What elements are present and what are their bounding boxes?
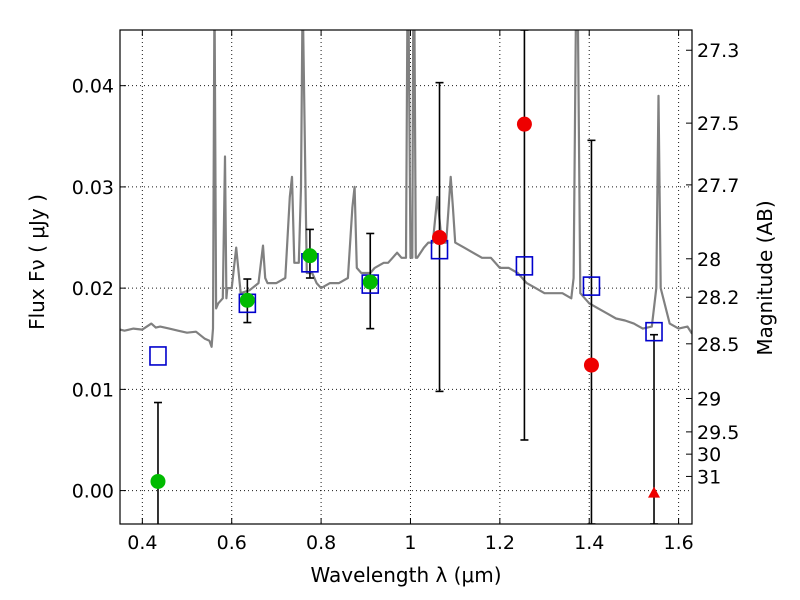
model-photometry-point (515, 256, 534, 276)
right-tick-label: 28 (697, 249, 721, 271)
model-photometry-point (582, 276, 601, 296)
right-tick-label: 31 (697, 466, 721, 488)
y-tick-label: 0.00 (72, 481, 114, 503)
y-axis-label: Flux Fν ( μJy ) (25, 194, 49, 330)
model-photometry-point (645, 321, 663, 342)
detection-point (362, 274, 378, 290)
right-axis-label: Magnitude (AB) (753, 200, 777, 355)
model-spectrum-line (120, 30, 692, 348)
plot-area (120, 30, 692, 524)
y-tick-label: 0.02 (72, 278, 114, 300)
x-tick-label: 1 (404, 532, 416, 554)
detection-point (239, 292, 255, 308)
x-tick-label: 1.6 (663, 532, 693, 554)
non-detection-point (432, 230, 448, 246)
plot-frame (119, 29, 693, 525)
right-tick-label: 29 (697, 388, 721, 410)
y-tick-label: 0.04 (72, 76, 114, 98)
x-axis-label: Wavelength λ (μm) (310, 563, 501, 587)
grid-lines (120, 30, 692, 524)
upper-limit-marker (648, 486, 661, 498)
axis-ticks: 0.4 0.6 0.8 1 1.2 1.4 1.6 0.00 0.01 0.02 0.03 0.04 2… (72, 30, 739, 554)
right-tick-label: 27.3 (697, 40, 739, 62)
y-tick-label: 0.01 (72, 379, 114, 401)
x-tick-label: 1.2 (485, 532, 515, 554)
x-tick-label: 0.4 (127, 532, 157, 554)
non-detection-point (583, 357, 599, 373)
x-tick-label: 0.6 (217, 532, 247, 554)
detection-point (302, 248, 318, 264)
right-tick-label: 28.5 (697, 334, 739, 356)
right-tick-label: 30 (697, 444, 721, 466)
model-photometry-point (149, 346, 167, 366)
right-tick-label: 28.2 (697, 287, 739, 309)
non-detection-point (516, 116, 532, 132)
right-tick-label: 29.5 (697, 422, 739, 444)
right-tick-label: 27.5 (697, 113, 739, 135)
detection-point (150, 473, 166, 489)
y-tick-label: 0.03 (72, 177, 114, 199)
x-tick-label: 1.4 (574, 532, 604, 554)
x-tick-label: 0.8 (306, 532, 336, 554)
right-tick-label: 27.7 (697, 175, 739, 197)
